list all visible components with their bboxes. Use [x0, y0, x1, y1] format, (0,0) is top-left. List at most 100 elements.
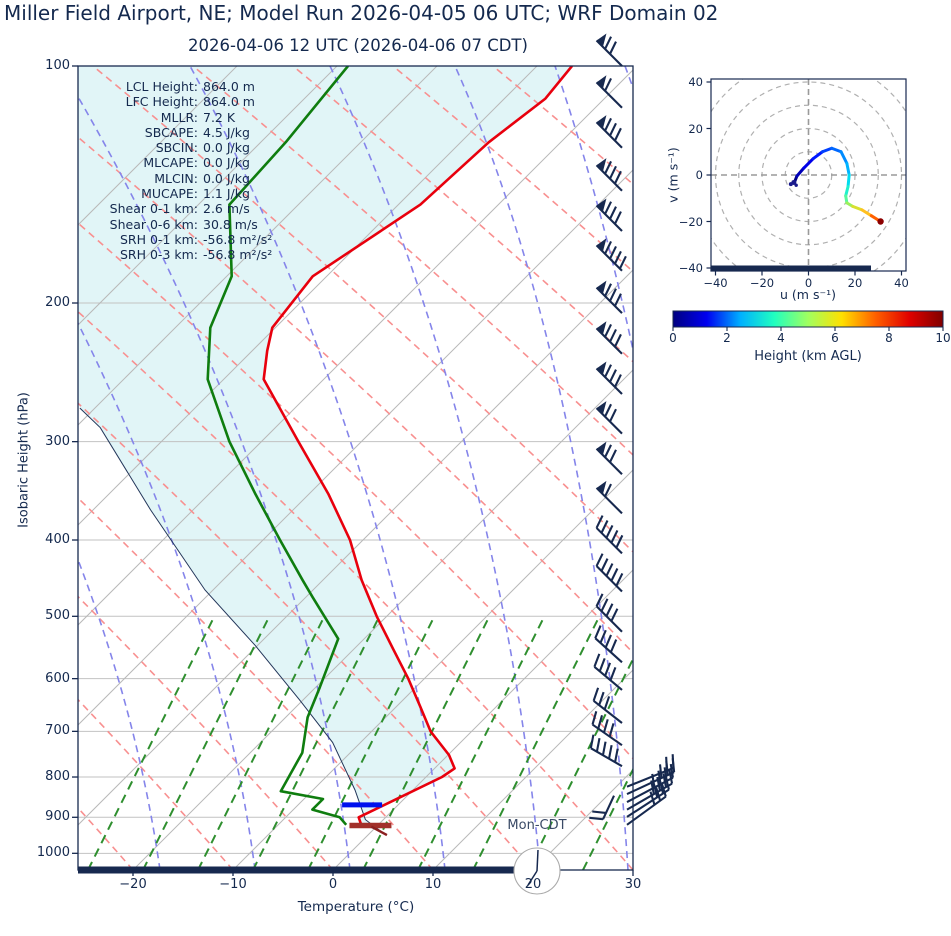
y-tick-label: 700 [45, 723, 70, 739]
wind-barb [595, 198, 623, 232]
wind-barb [589, 734, 623, 768]
isobar-gridlines [78, 66, 633, 854]
wind-barb [591, 711, 623, 747]
day-annotation: Mon-CDT [507, 818, 567, 833]
y-tick-label: 100 [45, 58, 70, 73]
stat-row: SBCIN: 0.0 J/kg [86, 140, 272, 155]
colorbar-tick-label: 2 [723, 331, 731, 345]
wind-barb [595, 75, 623, 109]
stat-value: 0.0 J/kg [203, 140, 250, 156]
page-title: Miller Field Airport, NE; Model Run 2026… [4, 1, 719, 25]
stat-row: SRH 0-3 km: -56.8 m²/s² [86, 247, 272, 262]
stat-label: MLLR: [160, 109, 198, 125]
hodograph-x-tick-label: −20 [749, 276, 775, 290]
isotherm-lines [78, 66, 633, 870]
stat-value: 30.8 m/s [203, 216, 258, 232]
y-axis-label: Isobaric Height (hPa) [16, 392, 32, 528]
y-tick-label: 300 [45, 433, 70, 449]
hodograph-ground-bar [711, 265, 871, 271]
stat-label: Shear 0-1 km: [109, 201, 198, 217]
stat-value: 0.0 J/kg [203, 155, 250, 171]
x-axis-label: Temperature (°C) [297, 899, 415, 915]
wind-barbs [589, 33, 676, 826]
wind-barb [595, 593, 623, 633]
wind-barb [595, 441, 623, 475]
wind-barb [595, 553, 624, 593]
stats-panel: LCL Height: 864.0 m LFC Height: 864.0 m MLLR… [86, 79, 273, 263]
wind-barb [595, 238, 627, 272]
y-tick-label: 200 [45, 295, 70, 310]
stat-row: Shear 0-1 km: 2.6 m/s [86, 201, 272, 216]
stat-value: 0.0 J/kg [203, 170, 250, 186]
y-tick-label: 500 [45, 608, 70, 624]
wind-barb [626, 769, 674, 811]
temperature-curve [262, 66, 574, 826]
x-tick-label: 0 [328, 877, 338, 892]
hodograph-x-tick-label: −40 [703, 276, 728, 290]
surface-parcel-stub [370, 825, 388, 837]
hodograph-y-tick-label: 20 [688, 121, 703, 136]
hodograph-x-tick-label: 0 [804, 276, 813, 290]
hodograph-x-tick-label: 20 [847, 276, 863, 290]
colorbar-tick-label: 10 [935, 331, 951, 345]
colorbar-tick-label: 0 [669, 331, 677, 345]
stat-value: 7.2 K [203, 109, 236, 125]
stat-row: MLCIN: 0.0 J/kg [86, 171, 272, 186]
hodograph-y-tick-label: 0 [695, 168, 703, 182]
stat-label: LFC Height: [125, 94, 198, 110]
stat-row: SBCAPE: 4.5 J/kg [86, 125, 272, 140]
x-tick-label: 30 [624, 877, 642, 892]
wind-barb [626, 776, 670, 818]
stat-label: Shear 0-6 km: [109, 216, 198, 232]
stat-label: MLCIN: [154, 170, 198, 186]
stat-row: Shear 0-6 km: 30.8 m/s [86, 217, 272, 232]
moist-adiabat-lines [78, 66, 633, 870]
colorbar-tick-label: 4 [777, 331, 785, 345]
hodograph-y-tick-label: −40 [678, 261, 703, 275]
colorbar-tick-label: 8 [885, 331, 893, 345]
wind-barb [595, 280, 623, 314]
hodograph-trace [788, 146, 884, 225]
stat-label: LCL Height: [125, 79, 198, 94]
stat-label: SBCAPE: [144, 124, 198, 140]
stat-row: MLLR: 7.2 K [86, 110, 272, 125]
clock-icon [513, 847, 561, 895]
x-tick-label: −10 [219, 877, 247, 892]
stat-value: 864.0 m [203, 94, 255, 110]
wind-barb [595, 115, 623, 149]
cape-shading [78, 66, 572, 833]
y-tick-label: 900 [45, 809, 70, 825]
stat-value: -56.8 m²/s² [203, 231, 273, 247]
wind-barb [595, 158, 623, 192]
hodograph-x-tick-label: 40 [894, 276, 909, 290]
wind-barb [595, 321, 623, 355]
ground-bar [78, 866, 514, 874]
hodograph-x-label: u (m s⁻¹) [780, 287, 836, 302]
wind-barb [595, 515, 624, 555]
hodograph [706, 78, 907, 276]
stat-row: MLCAPE: 0.0 J/kg [86, 155, 272, 170]
stat-value: 864.0 m [203, 79, 255, 94]
colorbar-label: Height (km AGL) [754, 349, 862, 364]
y-tick-label: 800 [45, 769, 70, 785]
stat-label: SBCIN: [155, 140, 198, 156]
wind-barb [626, 783, 667, 826]
height-colorbar [672, 310, 944, 328]
x-tick-label: 20 [524, 877, 542, 892]
y-tick-label: 600 [45, 670, 70, 686]
wind-barb [593, 653, 623, 691]
valid-time-subtitle: 2026-04-06 12 UTC (2026-04-06 07 CDT) [188, 36, 528, 55]
axis-ticks [72, 65, 634, 876]
stat-value: 2.6 m/s [203, 201, 250, 217]
stat-label: SRH 0-3 km: [119, 247, 198, 263]
colorbar-tick-label: 6 [831, 331, 839, 345]
stat-value: -56.8 m²/s² [203, 247, 273, 263]
wind-barb [595, 401, 623, 435]
stat-row: MUCAPE: 1.1 J/kg [86, 186, 272, 201]
stat-row: LFC Height: 864.0 m [86, 94, 272, 109]
wind-barb [595, 33, 623, 67]
hodograph-y-tick-label: 40 [688, 75, 703, 89]
x-tick-label: −20 [119, 877, 147, 892]
stat-label: SRH 0-1 km: [119, 231, 198, 247]
x-tick-label: 10 [424, 877, 442, 892]
